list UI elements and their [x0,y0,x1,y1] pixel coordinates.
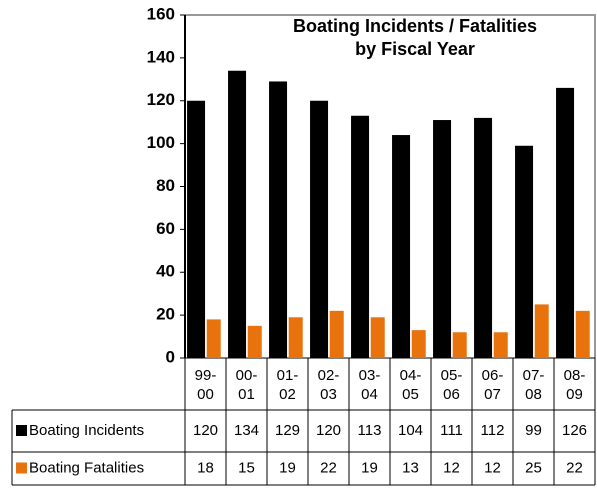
x-tick-label: 07-08 [523,367,545,403]
bar [534,304,549,358]
bar [556,87,575,358]
x-tick-label-line: 99- [195,367,217,384]
table-value: 129 [275,422,300,439]
x-tick-label-line: 08- [564,367,586,384]
table-value: 99 [525,422,542,439]
x-tick-label-line: 02 [279,386,296,403]
table-value: 126 [562,422,587,439]
x-tick-label-line: 06- [482,367,504,384]
bar [575,310,590,358]
bar [206,319,221,358]
y-tick-label: 160 [147,4,175,23]
x-tick-label: 00-01 [236,367,258,403]
x-tick-label-line: 00 [197,386,214,403]
bar [247,325,262,358]
x-tick-label-line: 07- [523,367,545,384]
y-tick-label: 140 [147,47,175,66]
x-tick-label: 05-06 [441,367,463,403]
x-tick-label: 08-09 [564,367,586,403]
bar [433,120,452,358]
bar [329,310,344,358]
x-tick-label-line: 05- [441,367,463,384]
table-value: 120 [316,422,341,439]
y-tick-label: 100 [147,133,175,152]
y-tick-label: 40 [156,262,175,281]
bar [411,330,426,358]
table-value: 22 [566,459,583,476]
table-value: 19 [279,459,296,476]
y-tick-label: 60 [156,219,175,238]
bar [310,100,329,358]
bar [269,81,288,359]
bar [493,332,508,358]
x-tick-label-line: 03- [359,367,381,384]
x-tick-label: 03-04 [359,367,381,403]
table-value: 25 [525,459,542,476]
legend-label: Boating Incidents [29,422,144,439]
x-tick-label-line: 08 [525,386,542,403]
y-tick-label: 80 [156,176,175,195]
x-tick-label-line: 07 [484,386,501,403]
table-value: 12 [484,459,501,476]
y-tick-label: 20 [156,305,175,324]
x-tick-label: 01-02 [277,367,299,403]
x-tick-label-line: 00- [236,367,258,384]
legend-label: Boating Fatalities [29,459,144,476]
table-value: 22 [320,459,337,476]
legend-key [16,462,27,474]
bar [474,117,493,359]
y-tick-label: 120 [147,90,175,109]
x-tick-label: 02-03 [318,367,340,403]
table-value: 19 [361,459,378,476]
bar [228,70,247,359]
table-value: 113 [358,422,382,439]
bar [351,115,370,358]
bar [452,332,467,358]
table-value: 13 [402,459,419,476]
legend-key [16,425,27,436]
x-tick-label: 04-05 [400,367,422,403]
bar [370,317,385,358]
y-tick-label: 0 [166,347,175,366]
chart-title: Boating Incidents / Fatalities [293,16,537,36]
x-tick-label: 06-07 [482,367,504,403]
x-tick-label-line: 03 [320,386,337,403]
x-tick-label-line: 05 [402,386,419,403]
table-value: 111 [440,422,463,439]
x-tick-label-line: 02- [318,367,340,384]
x-tick-label-line: 01- [277,367,299,384]
bar [288,317,303,358]
plot-border [185,14,596,358]
x-tick-label-line: 01 [238,386,255,403]
table-value: 12 [443,459,460,476]
table-value: 15 [238,459,255,476]
bar [187,100,206,358]
x-tick-label-line: 09 [566,386,583,403]
x-tick-label-line: 06 [443,386,460,403]
table-value: 120 [193,422,218,439]
x-tick-label-line: 04 [361,386,378,403]
bar [392,135,411,358]
table-value: 104 [398,422,423,439]
x-tick-label: 99-00 [195,367,217,403]
table-value: 134 [234,422,259,439]
table-value: 18 [197,459,214,476]
x-tick-label-line: 04- [400,367,422,384]
chart-title: by Fiscal Year [355,39,475,59]
bar [515,145,534,358]
table-value: 112 [481,422,505,439]
